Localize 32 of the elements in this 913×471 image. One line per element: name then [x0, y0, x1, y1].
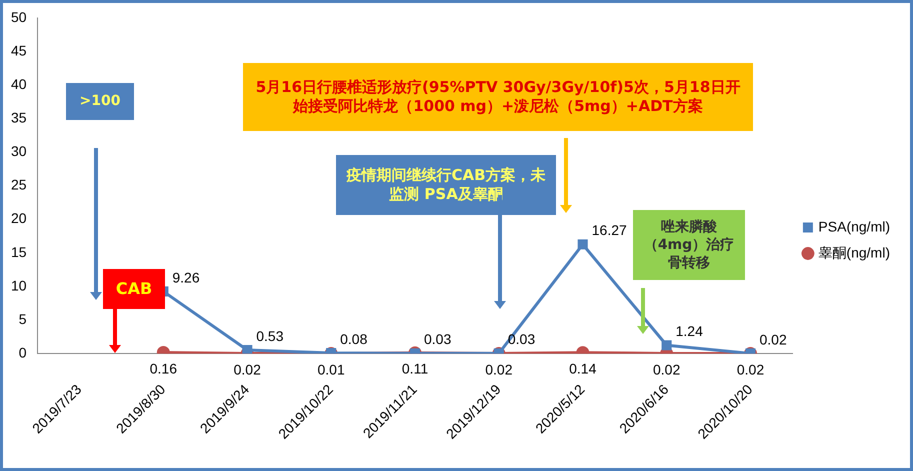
y-tick-label: 15: [10, 244, 27, 260]
y-tick-label: 10: [10, 277, 27, 294]
data-label: 9.26: [172, 269, 200, 286]
data-label: 0.02: [736, 361, 764, 378]
annotation: CAB: [103, 269, 165, 309]
data-label: 0.14: [569, 360, 597, 376]
legend-label: 睾酮(ng/ml): [818, 244, 890, 260]
y-tick-label: 50: [10, 8, 27, 25]
annotation: >100: [66, 83, 134, 120]
annotation: 唑来膦酸（4mg）治疗骨转移: [633, 210, 745, 280]
annotation: 5月16日行腰椎适形放疗(95%PTV 30Gy/3Gy/10f)5次，5月18日开始接受阿比特龙（1000 mg）+泼尼松（5mg）+ADT方案: [243, 63, 753, 131]
y-tick-label: 20: [10, 210, 27, 226]
y-tick-label: 35: [10, 110, 27, 126]
data-label: 0.08: [340, 330, 368, 347]
y-tick-label: 5: [18, 310, 27, 327]
data-label: 0.02: [234, 361, 262, 378]
data-label: 16.27: [592, 222, 627, 238]
y-tick-label: 0: [18, 344, 27, 360]
data-label: 0.01: [318, 361, 345, 378]
y-tick-label: 40: [10, 76, 27, 92]
data-label: 0.53: [256, 328, 284, 344]
data-label: 1.24: [676, 323, 704, 340]
data-label: 0.02: [759, 331, 787, 348]
data-label: 0.03: [424, 331, 452, 348]
data-label: 0.02: [485, 361, 513, 378]
y-tick-label: 25: [10, 176, 27, 193]
data-label: 0.16: [150, 360, 178, 376]
data-label: 0.11: [402, 360, 428, 377]
y-tick-label: 30: [10, 143, 27, 160]
y-tick-label: 45: [10, 42, 27, 58]
legend-label: PSA(ng/ml): [818, 218, 890, 234]
data-label: 0.02: [652, 361, 680, 378]
